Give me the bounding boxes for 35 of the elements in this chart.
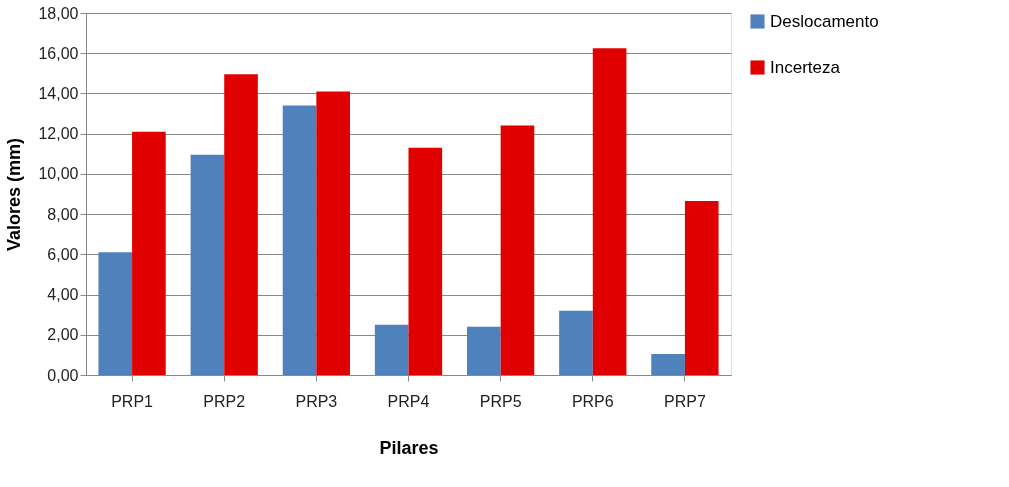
x-axis-title: Pilares bbox=[379, 437, 439, 458]
y-tick-label: 10,00 bbox=[38, 165, 79, 183]
bar bbox=[559, 310, 593, 375]
x-tick-label: PRP2 bbox=[203, 392, 246, 410]
bar bbox=[224, 74, 258, 375]
y-tick-label: 8,00 bbox=[47, 205, 79, 223]
y-tick-label: 0,00 bbox=[47, 366, 79, 384]
y-tick-label: 12,00 bbox=[38, 125, 79, 143]
bar bbox=[651, 353, 685, 375]
y-tick-label: 6,00 bbox=[47, 245, 79, 263]
x-tick-label: PRP5 bbox=[479, 392, 522, 410]
bar bbox=[500, 125, 535, 375]
bar bbox=[316, 91, 350, 375]
y-tick-label: 4,00 bbox=[47, 286, 79, 304]
bar bbox=[98, 252, 133, 375]
y-tick-label: 2,00 bbox=[47, 326, 79, 344]
x-tick-label: PRP3 bbox=[295, 392, 338, 410]
bar bbox=[592, 48, 627, 375]
bar bbox=[132, 131, 166, 375]
legend-label: Deslocamento bbox=[770, 11, 879, 31]
bar bbox=[408, 147, 443, 375]
legend-label: Incerteza bbox=[770, 57, 841, 77]
x-tick-label: PRP7 bbox=[664, 392, 706, 410]
bar bbox=[282, 105, 317, 375]
bar bbox=[374, 324, 409, 375]
y-tick-label: 18,00 bbox=[38, 4, 79, 22]
y-tick-label: 14,00 bbox=[38, 84, 79, 102]
bar bbox=[190, 154, 225, 375]
y-tick-label: 16,00 bbox=[38, 44, 79, 62]
y-axis-title: Valores (mm) bbox=[4, 137, 25, 252]
bar bbox=[467, 326, 501, 375]
bar bbox=[684, 201, 719, 375]
x-tick-label: PRP4 bbox=[387, 392, 430, 410]
x-tick-label: PRP1 bbox=[111, 392, 154, 410]
x-tick-label: PRP6 bbox=[571, 392, 614, 410]
